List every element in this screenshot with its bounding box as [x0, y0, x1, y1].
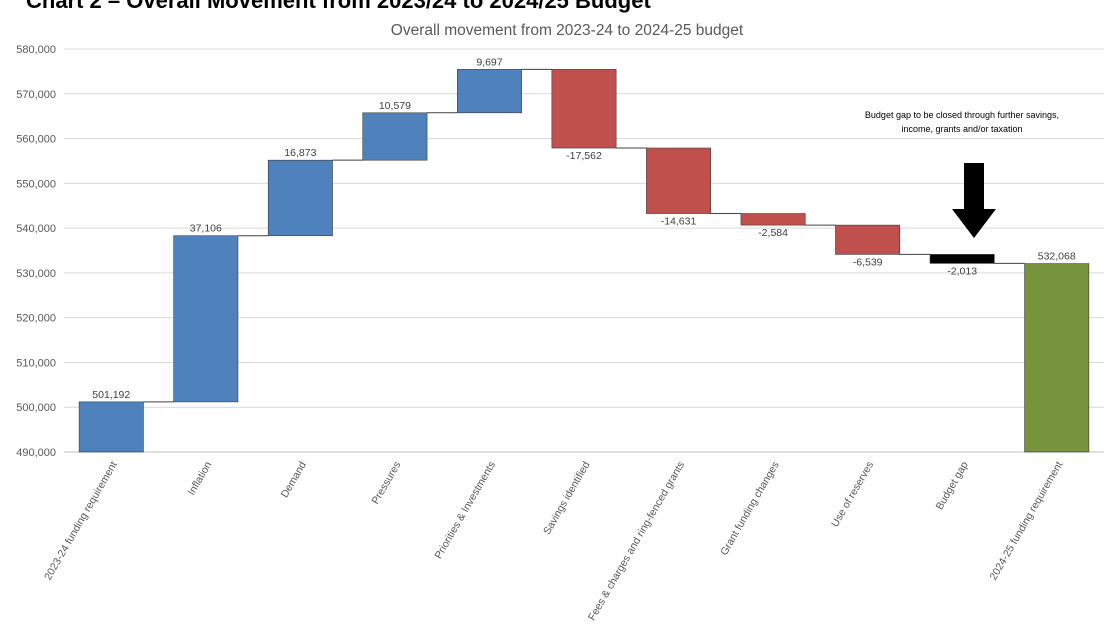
x-tick-label: Demand [279, 459, 309, 500]
down-arrow-icon [952, 163, 996, 238]
data-label: -14,631 [661, 216, 697, 228]
bar-2024-25-funding-requirement [1024, 263, 1090, 453]
data-label: -2,584 [758, 227, 788, 239]
annotation-line-1: Budget gap to be closed through further … [865, 110, 1059, 120]
bars [78, 69, 1090, 453]
data-label: 10,579 [379, 100, 411, 112]
bar-inflation [173, 235, 239, 403]
data-label: -17,562 [566, 150, 602, 162]
data-label: -6,539 [853, 256, 883, 268]
y-tick-label: 570,000 [16, 89, 56, 101]
chart-title: Overall movement from 2023-24 to 2024-25… [391, 22, 744, 39]
connector-lines [143, 68, 1025, 403]
bar-grant-funding-changes [740, 213, 806, 226]
bar-priorities-investments [457, 69, 522, 114]
data-label: 37,106 [190, 223, 222, 235]
y-tick-label: 530,000 [16, 268, 56, 280]
annotation-line-2: income, grants and/or taxation [901, 124, 1022, 134]
y-tick-label: 500,000 [16, 402, 56, 414]
y-tick-label: 550,000 [16, 178, 56, 190]
budget-gap-annotation: Budget gap to be closed through further … [865, 110, 1059, 238]
x-tick-label: 2024-25 funding requirement [988, 459, 1066, 582]
bar-budget-gap [929, 254, 995, 264]
data-label: 501,192 [92, 389, 130, 401]
y-tick-label: 490,000 [16, 447, 56, 459]
data-label: 9,697 [476, 56, 502, 68]
y-tick-label: 540,000 [16, 223, 56, 235]
bar-fees-charges-and-ring-fenced-grants [646, 147, 711, 214]
x-tick-label: Fees & charges and ring-fenced grants [586, 460, 687, 623]
y-axis: 490,000 500,000 510,000 520,000 530,000 540,0… [16, 44, 1104, 459]
y-tick-label: 520,000 [16, 313, 56, 325]
data-label: 16,873 [284, 147, 316, 159]
x-axis: 2023-24 funding requirement Inflation Dema… [42, 459, 1065, 622]
x-tick-label: Priorities & Investments [433, 460, 499, 562]
page-heading: Chart 2 – Overall Movement from 2023/24 … [26, 0, 651, 13]
x-tick-label: Pressures [369, 460, 403, 507]
data-labels: 501,192 37,106 16,873 10,579 9,697 -17,562 -14… [92, 56, 1076, 400]
bar-savings-identified [551, 69, 617, 149]
bar-2023-24-funding-requirement [78, 401, 144, 453]
x-tick-label: Budget gap [934, 459, 971, 512]
data-label: -2,013 [947, 265, 977, 277]
data-label: 532,068 [1038, 251, 1076, 263]
x-tick-label: 2023-24 funding requirement [42, 459, 120, 582]
x-tick-label: Grant funding changes [718, 460, 782, 558]
y-tick-label: 560,000 [16, 134, 56, 146]
y-tick-label: 510,000 [16, 357, 56, 369]
bar-use-of-reserves [835, 224, 901, 255]
x-tick-label: Use of reserves [829, 460, 876, 530]
y-tick-label: 580,000 [16, 44, 56, 56]
bar-demand [267, 159, 333, 237]
x-tick-label: Inflation [186, 459, 215, 497]
bar-pressures [362, 112, 428, 161]
x-tick-label: Savings identified [541, 459, 593, 536]
